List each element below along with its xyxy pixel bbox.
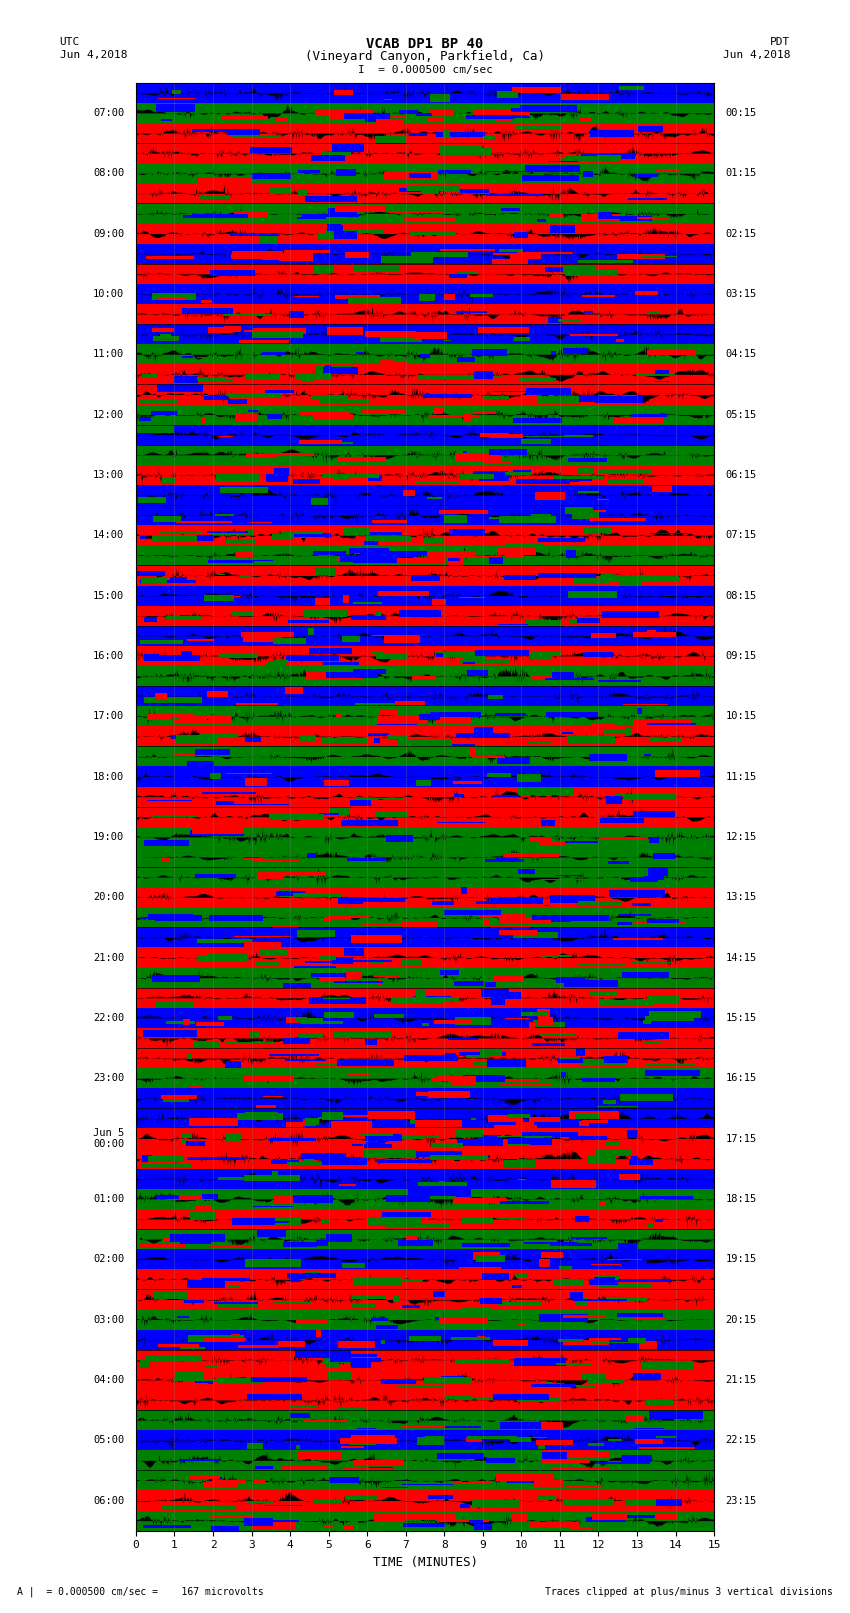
Text: 20:15: 20:15 xyxy=(726,1315,756,1324)
Text: 14:15: 14:15 xyxy=(726,953,756,963)
Text: 00:15: 00:15 xyxy=(726,108,756,118)
Text: (Vineyard Canyon, Parkfield, Ca): (Vineyard Canyon, Parkfield, Ca) xyxy=(305,50,545,63)
Text: VCAB DP1 BP 40: VCAB DP1 BP 40 xyxy=(366,37,484,52)
Text: 07:00: 07:00 xyxy=(94,108,124,118)
Text: UTC: UTC xyxy=(60,37,80,47)
Text: 23:00: 23:00 xyxy=(94,1073,124,1084)
Text: 17:15: 17:15 xyxy=(726,1134,756,1144)
Text: 08:00: 08:00 xyxy=(94,168,124,179)
Text: 15:00: 15:00 xyxy=(94,590,124,600)
Text: 14:00: 14:00 xyxy=(94,531,124,540)
Text: 10:00: 10:00 xyxy=(94,289,124,298)
Text: 06:00: 06:00 xyxy=(94,1495,124,1505)
Text: 03:15: 03:15 xyxy=(726,289,756,298)
Text: 05:00: 05:00 xyxy=(94,1436,124,1445)
Text: 16:00: 16:00 xyxy=(94,652,124,661)
Text: 02:00: 02:00 xyxy=(94,1255,124,1265)
Text: 13:00: 13:00 xyxy=(94,469,124,481)
Text: Jun 4,2018: Jun 4,2018 xyxy=(723,50,791,60)
Text: 06:15: 06:15 xyxy=(726,469,756,481)
Text: 09:00: 09:00 xyxy=(94,229,124,239)
Text: 11:15: 11:15 xyxy=(726,771,756,782)
Text: 11:00: 11:00 xyxy=(94,350,124,360)
Text: 22:00: 22:00 xyxy=(94,1013,124,1023)
Text: 21:15: 21:15 xyxy=(726,1374,756,1386)
Text: 09:15: 09:15 xyxy=(726,652,756,661)
Text: 19:00: 19:00 xyxy=(94,832,124,842)
Text: 15:15: 15:15 xyxy=(726,1013,756,1023)
Text: A |  = 0.000500 cm/sec =    167 microvolts: A | = 0.000500 cm/sec = 167 microvolts xyxy=(17,1586,264,1597)
Text: 18:15: 18:15 xyxy=(726,1194,756,1203)
Text: 12:00: 12:00 xyxy=(94,410,124,419)
Text: 10:15: 10:15 xyxy=(726,711,756,721)
Text: 17:00: 17:00 xyxy=(94,711,124,721)
Text: PDT: PDT xyxy=(770,37,790,47)
Text: 01:00: 01:00 xyxy=(94,1194,124,1203)
Text: 18:00: 18:00 xyxy=(94,771,124,782)
Text: 19:15: 19:15 xyxy=(726,1255,756,1265)
Text: Jun 4,2018: Jun 4,2018 xyxy=(60,50,127,60)
Text: 03:00: 03:00 xyxy=(94,1315,124,1324)
Text: Jun 5
00:00: Jun 5 00:00 xyxy=(94,1127,124,1150)
X-axis label: TIME (MINUTES): TIME (MINUTES) xyxy=(372,1557,478,1569)
Text: 22:15: 22:15 xyxy=(726,1436,756,1445)
Text: 23:15: 23:15 xyxy=(726,1495,756,1505)
Text: 02:15: 02:15 xyxy=(726,229,756,239)
Text: 08:15: 08:15 xyxy=(726,590,756,600)
Text: 07:15: 07:15 xyxy=(726,531,756,540)
Text: 16:15: 16:15 xyxy=(726,1073,756,1084)
Text: 04:15: 04:15 xyxy=(726,350,756,360)
Text: Traces clipped at plus/minus 3 vertical divisions: Traces clipped at plus/minus 3 vertical … xyxy=(545,1587,833,1597)
Text: 12:15: 12:15 xyxy=(726,832,756,842)
Text: 04:00: 04:00 xyxy=(94,1374,124,1386)
Text: I  = 0.000500 cm/sec: I = 0.000500 cm/sec xyxy=(358,65,492,74)
Text: 01:15: 01:15 xyxy=(726,168,756,179)
Text: 13:15: 13:15 xyxy=(726,892,756,902)
Text: 20:00: 20:00 xyxy=(94,892,124,902)
Text: 05:15: 05:15 xyxy=(726,410,756,419)
Text: 21:00: 21:00 xyxy=(94,953,124,963)
